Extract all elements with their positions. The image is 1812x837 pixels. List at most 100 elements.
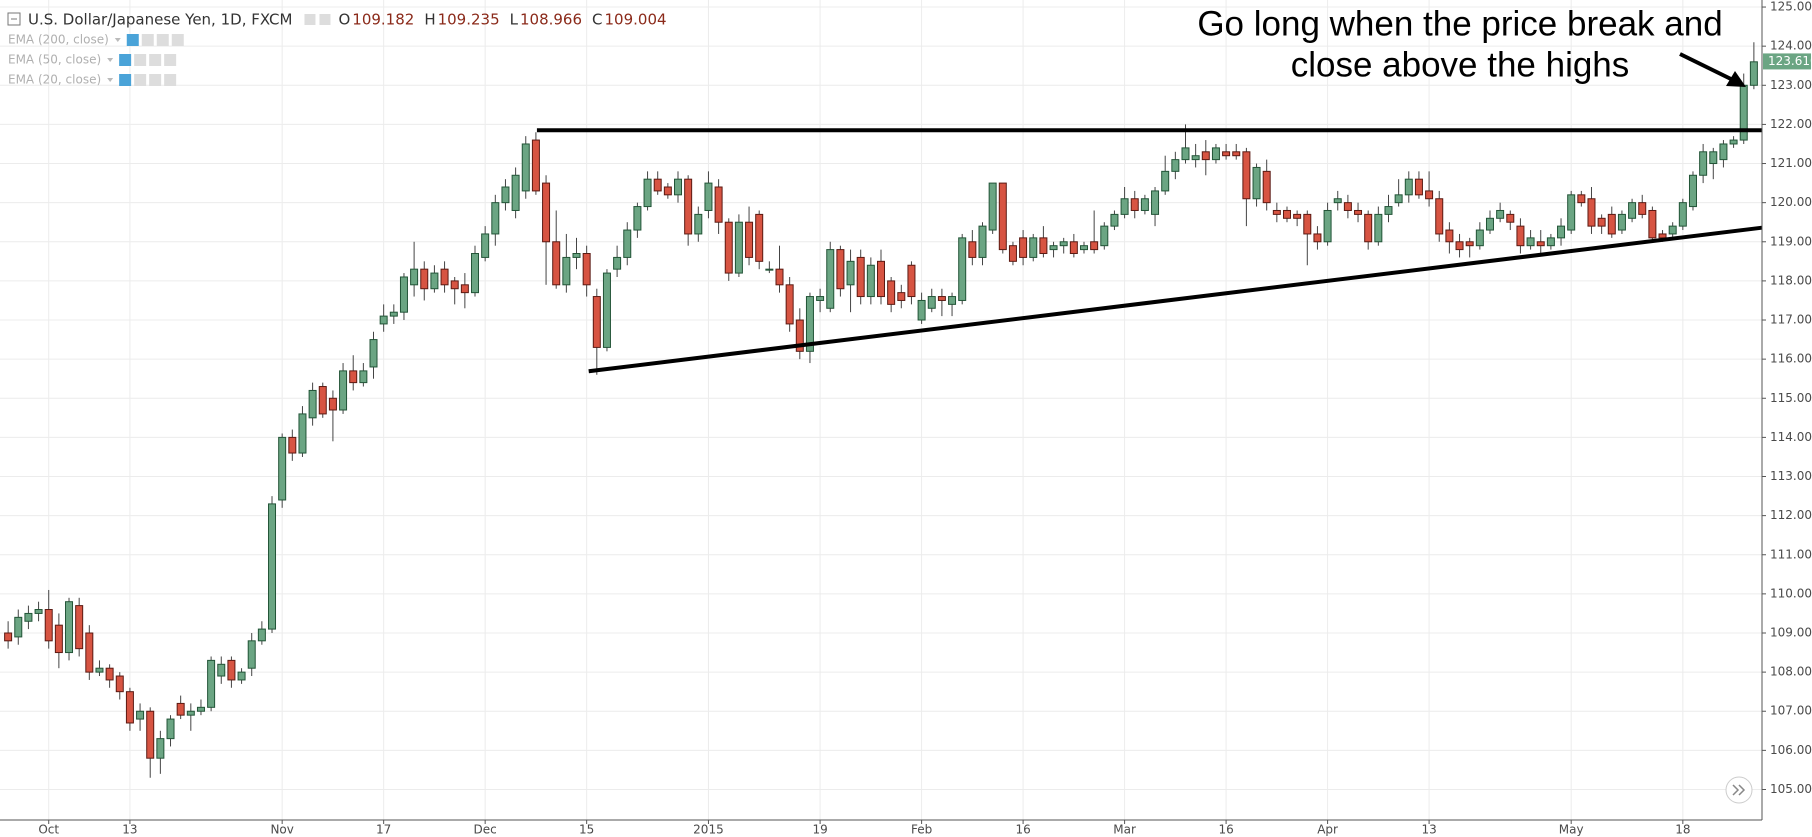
indicator-button[interactable] (164, 74, 177, 86)
indicator-dropdown (114, 38, 121, 42)
collapse-icon[interactable] (7, 12, 21, 26)
candle-body (1232, 151, 1241, 157)
candle-body (775, 268, 784, 286)
y-tick-label: 122.000 (1770, 117, 1812, 131)
candle-body (1496, 209, 1505, 219)
x-tick-label: 18 (1675, 823, 1690, 837)
candle-body (1475, 229, 1484, 247)
indicator-label: EMA (20, close) (8, 73, 101, 87)
candle-body (1140, 198, 1149, 211)
indicator-button[interactable] (134, 54, 147, 66)
candle-body (24, 612, 33, 622)
candle-body (856, 256, 865, 298)
candle-body (1546, 237, 1555, 247)
x-tick-label: 17 (376, 823, 391, 837)
indicator-button[interactable] (171, 34, 184, 46)
candle-body (318, 386, 327, 415)
indicator-button[interactable] (119, 74, 132, 86)
candle-body (125, 691, 134, 724)
y-tick-label: 117.000 (1770, 313, 1812, 327)
y-tick-label: 106.000 (1770, 743, 1812, 757)
ohlc-value: 109.235 (438, 11, 500, 29)
indicator-label: EMA (50, close) (8, 53, 101, 67)
candle-body (1597, 217, 1606, 227)
candle-body (156, 738, 165, 759)
candle-body (1100, 225, 1109, 247)
indicator-button[interactable] (149, 54, 162, 66)
y-tick-label: 125.000 (1770, 0, 1812, 14)
candle-body (866, 264, 875, 298)
candle-body (1110, 213, 1119, 227)
y-tick-label: 119.000 (1770, 234, 1812, 248)
candle-body (410, 268, 419, 286)
indicator-button[interactable] (134, 74, 147, 86)
candle-body (937, 296, 946, 301)
candle-body (958, 237, 967, 301)
candle-body (14, 616, 23, 638)
header-icon (319, 14, 331, 25)
candle-body (1211, 147, 1220, 161)
y-tick-label: 116.000 (1770, 352, 1812, 366)
candle-body (1709, 151, 1718, 165)
indicator-button[interactable] (141, 34, 154, 46)
indicator-label: EMA (200, close) (8, 33, 109, 47)
indicator-button[interactable] (164, 54, 177, 66)
candle-body (1749, 61, 1758, 86)
candle-body (897, 292, 906, 301)
candle-body (511, 174, 520, 211)
candle-body (1577, 194, 1586, 204)
candle-body (1222, 151, 1231, 157)
candle-body (1374, 213, 1383, 243)
candle-body (582, 253, 591, 286)
candle-body (1658, 233, 1667, 239)
indicator-button[interactable] (156, 34, 169, 46)
candle-body (399, 276, 408, 313)
candle-body (389, 311, 398, 317)
candle-body (430, 272, 439, 290)
candle-body (1120, 198, 1129, 215)
candle-body (978, 225, 987, 258)
candle-body (1628, 202, 1637, 219)
candle-body (115, 675, 124, 693)
candle-body (1079, 245, 1088, 251)
candle-body (1069, 241, 1078, 255)
ohlc-value: 108.966 (520, 11, 582, 29)
candle-body (633, 206, 642, 231)
scroll-icon (1732, 784, 1746, 796)
candle-body (1019, 237, 1028, 258)
candle-body (1364, 213, 1373, 243)
last-price-label: 123.610 (1768, 54, 1812, 68)
candle-body (877, 260, 885, 298)
candle-body (85, 632, 94, 673)
x-tick-label: Feb (911, 823, 932, 837)
indicator-button[interactable] (126, 34, 139, 46)
candle-body (349, 370, 358, 384)
candle-body (785, 284, 794, 325)
x-tick-label: Apr (1317, 823, 1338, 837)
candle-body (998, 182, 1007, 251)
x-tick-label: 13 (1421, 823, 1436, 837)
candles (4, 42, 1758, 778)
candle-body (1343, 202, 1352, 211)
candle-body (1536, 241, 1545, 247)
candle-body (501, 186, 510, 204)
candle-body (1252, 166, 1261, 200)
candle-body (765, 268, 774, 271)
candle-body (1516, 225, 1525, 247)
candle-body (1414, 178, 1423, 196)
candle-body (602, 272, 611, 348)
annotation-arrow (1679, 52, 1736, 83)
candle-body (948, 296, 957, 305)
candle-body (613, 256, 622, 270)
candle-body (369, 339, 378, 368)
candle-body (552, 241, 561, 286)
indicator-button[interactable] (119, 54, 132, 66)
y-tick-label: 107.000 (1770, 704, 1812, 718)
candle-body (298, 413, 307, 454)
y-tick-label: 113.000 (1770, 469, 1812, 483)
candle-body (724, 221, 733, 274)
ohlc-header: O 109.182 H 109.235 L 108.966 C 109.004 (304, 11, 667, 29)
indicator-button[interactable] (149, 74, 162, 86)
x-tick-label: Dec (474, 823, 497, 837)
candle-body (734, 221, 743, 274)
